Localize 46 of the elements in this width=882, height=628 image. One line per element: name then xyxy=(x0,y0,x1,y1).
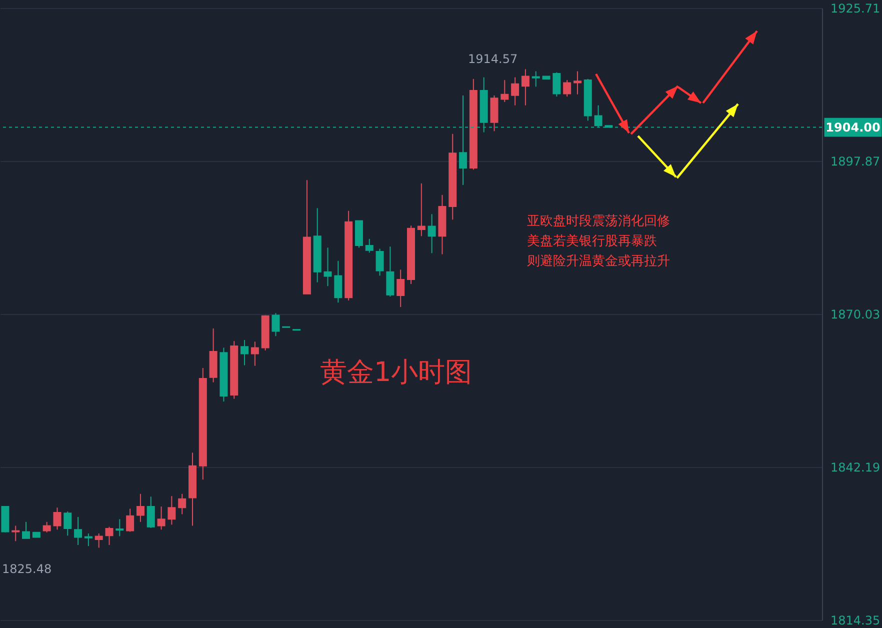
candlestick xyxy=(272,312,280,337)
annotation: 美盘若美银行股再暴跌 xyxy=(527,233,657,249)
candlestick xyxy=(22,521,30,539)
candlestick xyxy=(573,70,582,95)
y-tick-label: 1870.03 xyxy=(830,308,880,322)
y-tick-label: 1842.19 xyxy=(830,460,880,474)
candlestick xyxy=(126,508,134,532)
candlestick xyxy=(64,510,72,536)
candlestick xyxy=(240,339,249,366)
candlestick xyxy=(84,532,92,547)
annotation: 1914.57 xyxy=(468,52,518,66)
candlestick xyxy=(376,248,384,276)
candlestick xyxy=(532,70,540,88)
candlestick xyxy=(324,247,332,287)
annotation: 1825.48 xyxy=(2,562,52,576)
candlestick xyxy=(42,521,51,533)
candlestick xyxy=(157,506,166,530)
candlestick xyxy=(386,246,394,298)
candlestick xyxy=(552,72,561,98)
candlestick xyxy=(500,80,509,103)
candlestick xyxy=(334,260,342,304)
y-tick-label: 1925.71 xyxy=(830,2,880,16)
ref-line-label: 1904.00 xyxy=(826,120,880,134)
candlestick xyxy=(53,507,62,530)
candlestick xyxy=(428,214,436,254)
candlestick xyxy=(168,496,176,526)
y-tick-label: 1814.35 xyxy=(830,614,880,628)
candlestick xyxy=(146,496,155,528)
candlestick xyxy=(74,516,82,546)
candlestick xyxy=(521,68,530,106)
y-tick-label: 1897.87 xyxy=(830,154,880,168)
candlestick xyxy=(511,76,520,106)
candlestick xyxy=(94,532,103,548)
candlestick xyxy=(136,493,144,522)
annotation: 亚欧盘时段震荡消化回修 xyxy=(527,214,670,229)
candlestick xyxy=(365,238,374,254)
text: 黄金1小时图 xyxy=(320,357,472,388)
candlestick xyxy=(563,80,572,98)
candlestick xyxy=(417,182,426,237)
candlestick xyxy=(178,493,186,515)
candlestick xyxy=(396,269,405,308)
candlestick xyxy=(105,526,114,546)
candlestick xyxy=(116,518,124,537)
annotation: 则避险升温黄金或再拉升 xyxy=(527,254,670,269)
candlestick xyxy=(250,341,259,366)
candlestick xyxy=(12,525,20,542)
